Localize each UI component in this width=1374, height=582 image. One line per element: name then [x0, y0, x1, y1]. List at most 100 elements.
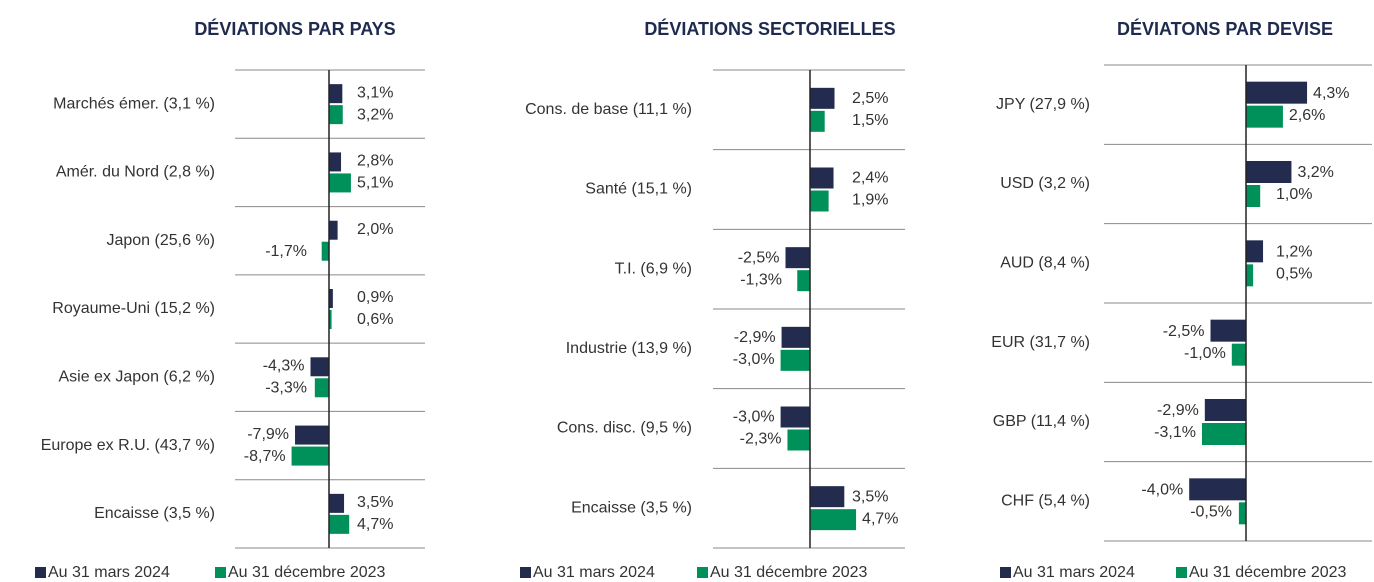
value-label: -1,3%	[740, 271, 782, 288]
bar	[329, 105, 343, 125]
category-label: Encaisse (3,5 %)	[571, 499, 692, 516]
value-label: 1,0%	[1276, 186, 1312, 203]
value-label: 2,5%	[852, 90, 888, 107]
bar	[797, 270, 810, 292]
category-label: EUR (31,7 %)	[991, 334, 1090, 351]
category-label: Industrie (13,9 %)	[566, 340, 692, 357]
bar	[295, 425, 329, 445]
legend-label: Au 31 décembre 2023	[228, 564, 386, 581]
legend-swatch	[1000, 567, 1011, 578]
value-label: 1,2%	[1276, 244, 1312, 261]
category-label: Encaisse (3,5 %)	[94, 505, 215, 522]
bar	[810, 190, 829, 212]
value-label: 3,5%	[357, 494, 393, 511]
category-label: Royaume-Uni (15,2 %)	[52, 300, 215, 317]
category-label: CHF (5,4 %)	[1001, 493, 1090, 510]
value-label: -2,5%	[1163, 323, 1205, 340]
category-label: Santé (15,1 %)	[585, 181, 692, 198]
value-label: 0,9%	[357, 289, 393, 306]
bar	[1246, 185, 1261, 207]
bar	[1246, 240, 1264, 263]
bar	[310, 357, 329, 377]
bar	[787, 429, 810, 451]
bar	[1189, 478, 1246, 501]
bar	[329, 220, 338, 240]
value-label: 2,4%	[852, 170, 888, 187]
value-label: 2,8%	[357, 153, 393, 170]
value-label: -0,5%	[1190, 504, 1232, 521]
category-label: GBP (11,4 %)	[993, 413, 1090, 430]
value-label: 1,9%	[852, 192, 888, 209]
bar	[1246, 264, 1254, 287]
bar	[314, 378, 329, 398]
value-label: 2,6%	[1289, 107, 1325, 124]
bar	[1246, 81, 1308, 104]
legend-swatch	[1176, 567, 1187, 578]
bar	[1201, 423, 1246, 445]
value-label: -3,1%	[1154, 424, 1196, 441]
chart-title: DÉVIATONS PAR DEVISE	[1117, 18, 1333, 39]
bar	[329, 514, 350, 534]
category-label: Japon (25,6 %)	[106, 232, 215, 249]
value-label: -1,7%	[265, 243, 307, 260]
chart-title: DÉVIATIONS SECTORIELLES	[644, 18, 895, 39]
category-label: Marchés émer. (3,1 %)	[53, 95, 215, 112]
bar	[810, 110, 825, 132]
bar	[329, 84, 343, 104]
value-label: 0,6%	[357, 311, 393, 328]
category-label: T.I. (6,9 %)	[615, 260, 692, 277]
value-label: 4,7%	[357, 516, 393, 533]
category-label: Cons. de base (11,1 %)	[525, 101, 692, 118]
category-label: JPY (27,9 %)	[996, 96, 1090, 113]
value-label: 3,1%	[357, 84, 393, 101]
bar	[329, 493, 345, 513]
value-label: -3,0%	[733, 351, 775, 368]
bar	[785, 247, 810, 269]
value-label: 1,5%	[852, 112, 888, 129]
bar	[329, 289, 333, 308]
legend-swatch	[697, 567, 708, 578]
bar	[291, 446, 329, 466]
value-label: -3,0%	[733, 409, 775, 426]
legend-label: Au 31 décembre 2023	[710, 564, 868, 581]
value-label: -2,9%	[1157, 402, 1199, 419]
value-label: -4,0%	[1141, 482, 1183, 499]
bar	[1246, 105, 1283, 128]
value-label: 0,5%	[1276, 266, 1312, 283]
bar	[329, 310, 332, 329]
value-label: 2,0%	[357, 221, 393, 238]
bar	[1210, 319, 1246, 342]
value-label: 5,1%	[357, 175, 393, 192]
bar	[321, 241, 329, 261]
bar	[810, 509, 857, 531]
value-label: 4,3%	[1313, 85, 1349, 102]
value-label: -4,3%	[263, 358, 305, 375]
value-label: 3,5%	[852, 488, 888, 505]
bar	[329, 152, 342, 172]
bar	[1246, 161, 1292, 183]
bar	[1231, 343, 1246, 366]
value-label: 4,7%	[862, 510, 898, 527]
bar	[1204, 399, 1246, 421]
value-label: -1,0%	[1184, 345, 1226, 362]
bar	[810, 87, 835, 109]
value-label: -8,7%	[244, 448, 286, 465]
chart-title: DÉVIATIONS PAR PAYS	[194, 18, 395, 39]
category-label: USD (3,2 %)	[1000, 175, 1090, 192]
legend-label: Au 31 décembre 2023	[1189, 564, 1347, 581]
bar	[781, 326, 810, 348]
value-label: -7,9%	[247, 426, 289, 443]
value-label: -3,3%	[265, 380, 307, 397]
bar	[780, 406, 810, 428]
legend-label: Au 31 mars 2024	[533, 564, 655, 581]
bar	[780, 349, 810, 371]
legend-label: Au 31 mars 2024	[48, 564, 170, 581]
value-label: 3,2%	[1297, 164, 1333, 181]
category-label: Amér. du Nord (2,8 %)	[56, 164, 215, 181]
value-label: -2,3%	[740, 431, 782, 448]
bar	[1238, 502, 1246, 525]
category-label: AUD (8,4 %)	[1000, 255, 1090, 272]
value-label: -2,9%	[734, 329, 776, 346]
value-label: -2,5%	[738, 249, 780, 266]
